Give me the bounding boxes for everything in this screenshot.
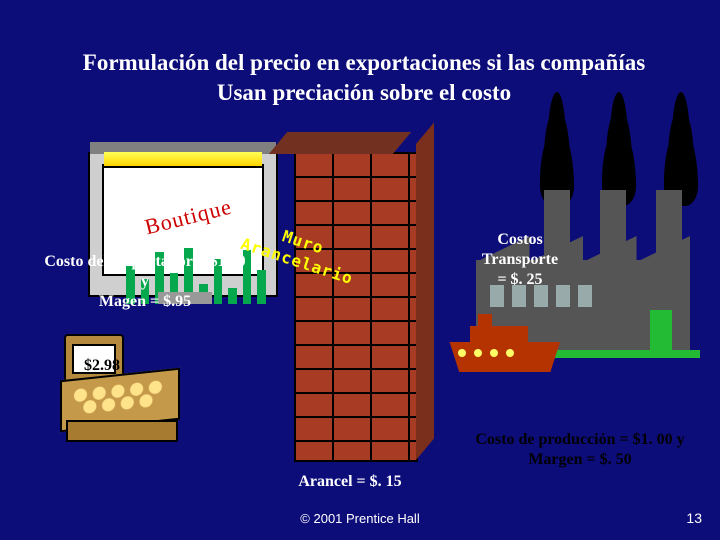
- ship-portholes: [458, 349, 514, 357]
- importer-cost-label: Costo del Importador = $1.90 y Magen = $…: [40, 252, 250, 312]
- ship-deck: [470, 326, 528, 344]
- copyright: © 2001 Prentice Hall: [300, 511, 419, 526]
- arancel-label: Arancel = $. 15: [270, 472, 430, 492]
- register-drawer: [66, 420, 178, 442]
- page-number: 13: [686, 510, 702, 526]
- production-cost-label: Costo de producción = $1. 00 y Margen = …: [460, 430, 700, 470]
- cash-register: [60, 334, 190, 454]
- wall-bricks: [296, 154, 416, 460]
- title-line2: Usan preciación sobre el costo: [217, 80, 511, 105]
- ship-hull: [440, 342, 560, 372]
- cargo-ship: [440, 304, 560, 376]
- tariff-wall: [294, 152, 418, 462]
- title-line1: Formulación del precio en exportaciones …: [83, 50, 645, 75]
- final-price-label: $2.98: [82, 356, 122, 376]
- importer-cost-text: Costo del Importador = $1.90 y Magen = $…: [40, 252, 250, 312]
- factory-door: [650, 310, 672, 352]
- slide-title: Formulación del precio en exportaciones …: [44, 48, 684, 108]
- transport-cost-label: Costos Transporte = $. 25: [460, 230, 580, 290]
- transport-cost-text: Costos Transporte = $. 25: [460, 230, 580, 290]
- boutique-sign: Boutique: [142, 194, 234, 241]
